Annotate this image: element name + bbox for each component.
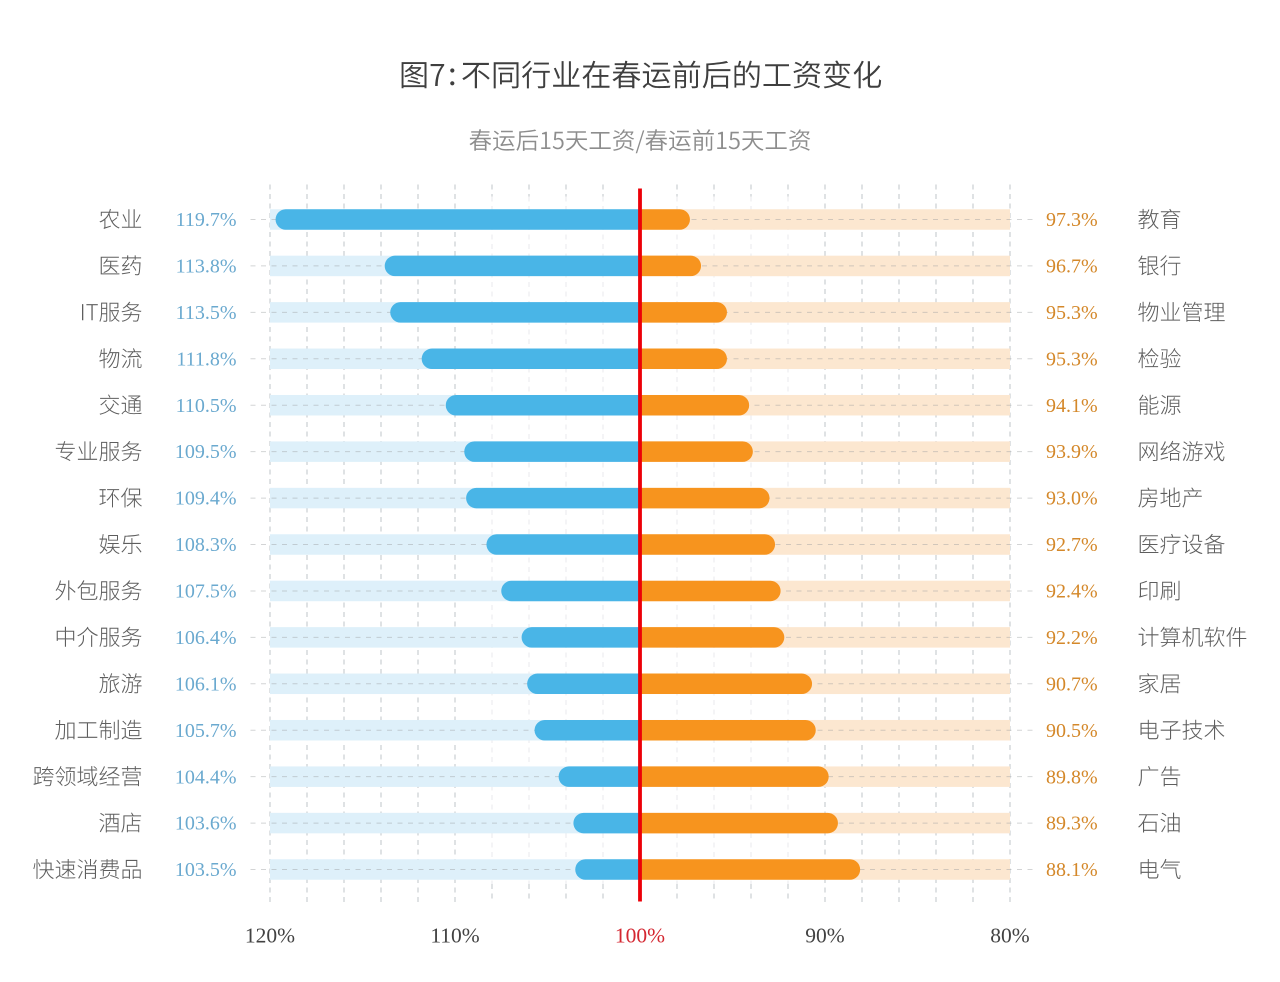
svg-text:105.7%: 105.7% <box>175 720 237 742</box>
svg-text:89.8%: 89.8% <box>1046 766 1098 788</box>
svg-text:88.1%: 88.1% <box>1046 859 1098 881</box>
svg-text:90%: 90% <box>805 924 845 948</box>
svg-text:96.7%: 96.7% <box>1046 256 1098 278</box>
svg-text:113.5%: 113.5% <box>176 302 237 324</box>
svg-text:95.3%: 95.3% <box>1046 302 1098 324</box>
svg-text:110.5%: 110.5% <box>176 395 237 417</box>
svg-text:108.3%: 108.3% <box>175 534 237 556</box>
svg-text:100%: 100% <box>615 924 665 948</box>
svg-text:103.5%: 103.5% <box>175 859 237 881</box>
svg-text:104.4%: 104.4% <box>175 766 237 788</box>
svg-text:109.4%: 109.4% <box>175 488 237 510</box>
svg-text:89.3%: 89.3% <box>1046 813 1098 835</box>
svg-text:113.8%: 113.8% <box>176 256 237 278</box>
svg-text:94.1%: 94.1% <box>1046 395 1098 417</box>
svg-text:107.5%: 107.5% <box>175 581 237 603</box>
svg-text:93.9%: 93.9% <box>1046 441 1098 463</box>
svg-text:92.4%: 92.4% <box>1046 581 1098 603</box>
svg-text:92.7%: 92.7% <box>1046 534 1098 556</box>
svg-text:119.7%: 119.7% <box>176 209 237 231</box>
svg-text:97.3%: 97.3% <box>1046 209 1098 231</box>
svg-text:109.5%: 109.5% <box>175 441 237 463</box>
svg-text:95.3%: 95.3% <box>1046 348 1098 370</box>
svg-text:106.1%: 106.1% <box>175 673 237 695</box>
svg-text:93.0%: 93.0% <box>1046 488 1098 510</box>
svg-text:110%: 110% <box>430 924 479 948</box>
svg-text:90.7%: 90.7% <box>1046 673 1098 695</box>
svg-text:106.4%: 106.4% <box>175 627 237 649</box>
svg-text:92.2%: 92.2% <box>1046 627 1098 649</box>
svg-text:111.8%: 111.8% <box>176 348 236 370</box>
svg-text:90.5%: 90.5% <box>1046 720 1098 742</box>
svg-text:103.6%: 103.6% <box>175 813 237 835</box>
svg-text:120%: 120% <box>245 924 295 948</box>
svg-text:80%: 80% <box>990 924 1030 948</box>
